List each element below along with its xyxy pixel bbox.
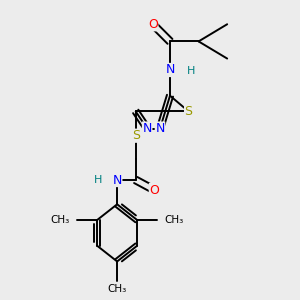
- Text: CH₃: CH₃: [164, 215, 184, 225]
- Text: N: N: [165, 64, 175, 76]
- Text: O: O: [149, 184, 159, 196]
- Text: N: N: [112, 173, 122, 187]
- Text: N: N: [155, 122, 165, 135]
- Text: O: O: [148, 18, 158, 31]
- Text: H: H: [94, 175, 103, 185]
- Text: S: S: [184, 105, 193, 118]
- Text: S: S: [132, 129, 140, 142]
- Text: H: H: [187, 66, 196, 76]
- Text: CH₃: CH₃: [107, 284, 127, 294]
- Text: N: N: [142, 122, 152, 135]
- Text: CH₃: CH₃: [51, 215, 70, 225]
